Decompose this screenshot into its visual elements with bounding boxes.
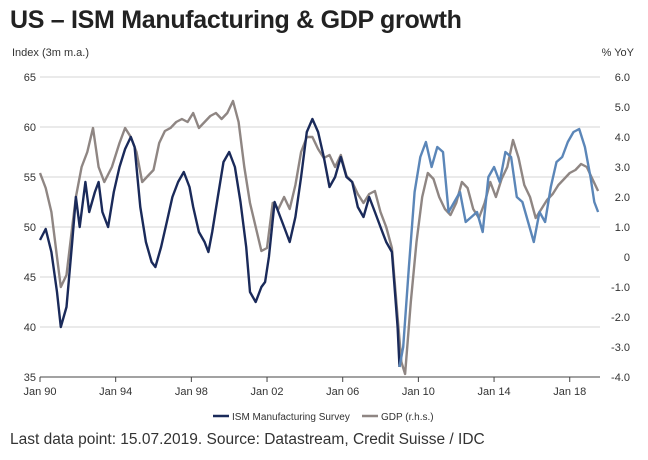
x-tick-label: Jan 98 bbox=[175, 386, 208, 398]
ism-series-line-recent bbox=[398, 127, 600, 368]
left-tick-label: 65 bbox=[24, 72, 36, 84]
right-tick-label: -1.0 bbox=[611, 282, 630, 294]
right-axis-label: % YoY bbox=[601, 47, 634, 59]
x-tick-label: Jan 10 bbox=[402, 386, 435, 398]
series-lines bbox=[38, 99, 600, 376]
right-tick-label: 2.0 bbox=[615, 192, 630, 204]
left-tick-label: 50 bbox=[24, 222, 36, 234]
left-tick-label: 55 bbox=[24, 172, 36, 184]
legend-label-gdp: GDP (r.h.s.) bbox=[381, 412, 434, 423]
x-tick-label: Jan 02 bbox=[251, 386, 284, 398]
gridlines bbox=[40, 76, 600, 328]
x-tick-label: Jan 90 bbox=[23, 386, 56, 398]
x-tick-label: Jan 94 bbox=[99, 386, 132, 398]
left-tick-label: 45 bbox=[24, 272, 36, 284]
left-tick-label: 40 bbox=[24, 322, 36, 334]
right-tick-label: 1.0 bbox=[615, 222, 630, 234]
chart-title: US – ISM Manufacturing & GDP growth bbox=[10, 6, 462, 34]
left-tick-label: 60 bbox=[24, 122, 36, 134]
chart: 35 40 45 50 55 60 65 -4.0 -3.0 -2.0 -1.0 0 1.0 2.0 3.0… bbox=[23, 72, 630, 423]
x-tick-label: Jan 14 bbox=[478, 386, 511, 398]
x-tick-label: Jan 06 bbox=[326, 386, 359, 398]
gdp-series-line bbox=[38, 99, 600, 376]
ism-series-line bbox=[38, 117, 401, 368]
axes: 35 40 45 50 55 60 65 -4.0 -3.0 -2.0 -1.0 0 1.0 2.0 3.0… bbox=[23, 72, 630, 398]
right-tick-label: -3.0 bbox=[611, 342, 630, 354]
right-tick-label: 4.0 bbox=[615, 132, 630, 144]
source-note: Last data point: 15.07.2019. Source: Dat… bbox=[10, 431, 485, 448]
right-tick-label: 5.0 bbox=[615, 102, 630, 114]
right-tick-label: 3.0 bbox=[615, 162, 630, 174]
x-tick-label: Jan 18 bbox=[553, 386, 586, 398]
right-tick-label: 6.0 bbox=[615, 72, 630, 84]
left-axis-label: Index (3m m.a.) bbox=[12, 47, 90, 59]
right-tick-label: -2.0 bbox=[611, 312, 630, 324]
legend-label-ism: ISM Manufacturing Survey bbox=[232, 412, 350, 423]
legend: ISM Manufacturing Survey GDP (r.h.s.) bbox=[213, 412, 434, 423]
right-tick-label: -4.0 bbox=[611, 372, 630, 384]
right-tick-label: 0 bbox=[624, 252, 630, 264]
left-tick-label: 35 bbox=[24, 372, 36, 384]
